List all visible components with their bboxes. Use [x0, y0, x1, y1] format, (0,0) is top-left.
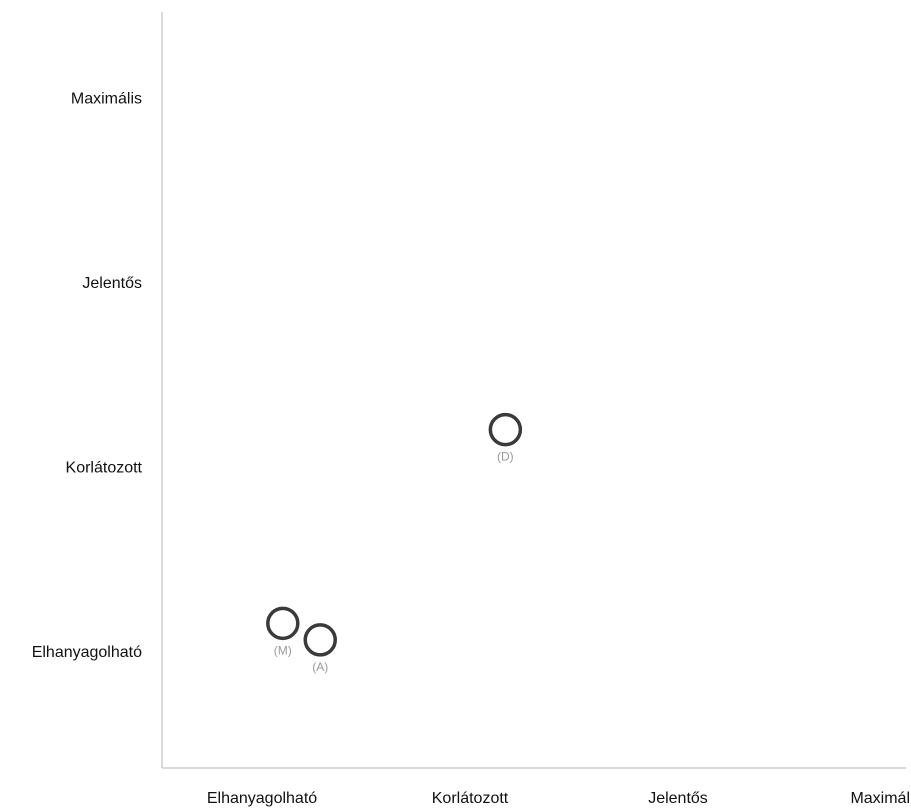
data-point-label: (A)	[312, 660, 328, 674]
x-tick-label: Elhanyagolható	[207, 790, 317, 807]
data-point-marker	[488, 412, 523, 447]
data-point-marker	[303, 623, 337, 657]
data-point-marker	[266, 606, 300, 641]
x-tick-label: Maximális	[850, 790, 911, 807]
y-tick-label: Maximális	[71, 91, 142, 108]
y-tick-label: Elhanyagolható	[32, 644, 142, 661]
y-tick-label: Jelentős	[82, 275, 142, 292]
data-point-label: (D)	[497, 450, 514, 464]
x-tick-labels: Elhanyagolható Korlátozott Jelentős Maximál…	[207, 790, 911, 807]
y-tick-labels: Elhanyagolható Korlátozott Jelentős Maximál…	[32, 91, 143, 662]
x-tick-label: Jelentős	[648, 790, 708, 807]
data-point-label: (M)	[274, 643, 292, 657]
data-points: (M) (A) (D)	[266, 412, 523, 674]
y-tick-label: Korlátozott	[66, 460, 143, 477]
x-tick-label: Korlátozott	[432, 790, 509, 807]
